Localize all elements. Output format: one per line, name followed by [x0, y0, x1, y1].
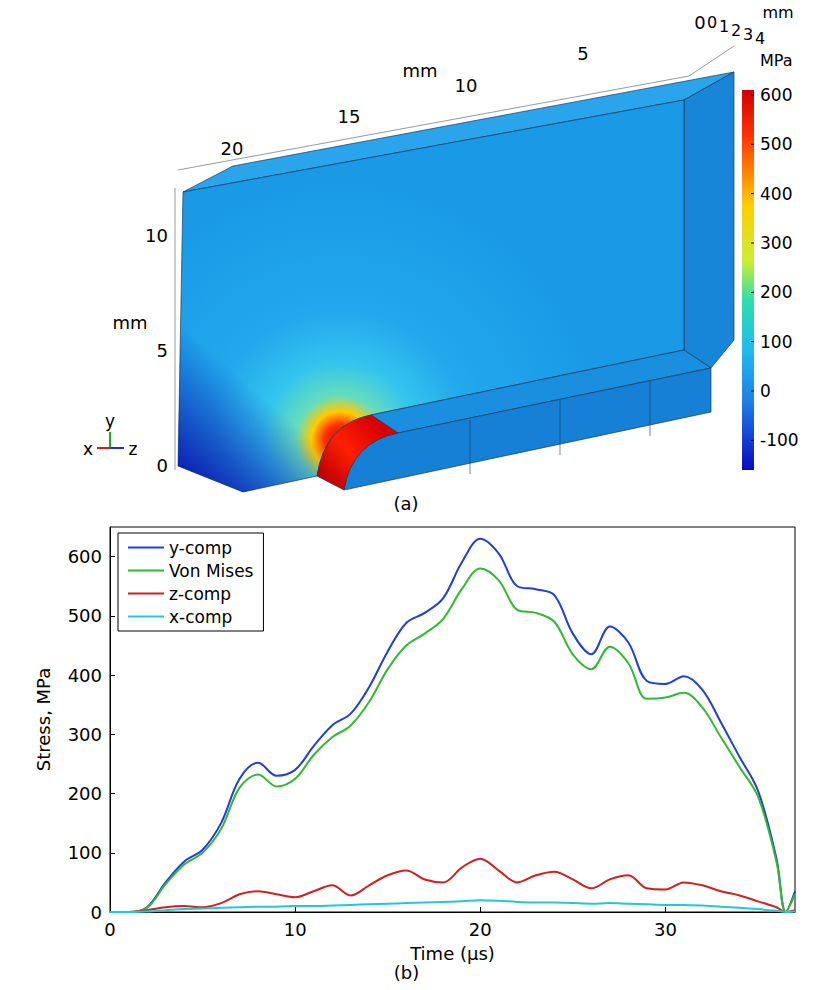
svg-text:5: 5	[157, 340, 168, 361]
svg-text:z: z	[129, 439, 138, 459]
svg-text:100: 100	[68, 842, 102, 863]
svg-text:0: 0	[91, 902, 102, 923]
svg-text:Stress, MPa: Stress, MPa	[33, 668, 54, 771]
svg-text:y: y	[105, 411, 115, 431]
svg-text:500: 500	[68, 605, 102, 626]
svg-text:0: 0	[760, 381, 771, 401]
svg-text:2: 2	[731, 21, 741, 40]
svg-text:300: 300	[68, 724, 102, 745]
svg-text:600: 600	[68, 546, 102, 567]
svg-text:500: 500	[760, 134, 792, 154]
svg-text:-100: -100	[760, 430, 799, 450]
svg-text:20: 20	[221, 138, 244, 159]
svg-text:mm: mm	[402, 60, 437, 81]
svg-text:20: 20	[469, 919, 492, 940]
svg-text:y-comp: y-comp	[169, 538, 232, 558]
svg-text:10: 10	[284, 919, 307, 940]
svg-text:200: 200	[68, 783, 102, 804]
svg-text:3: 3	[743, 25, 753, 44]
svg-text:4: 4	[755, 29, 765, 48]
svg-text:400: 400	[68, 665, 102, 686]
svg-text:0: 0	[104, 919, 115, 940]
svg-text:Time (µs): Time (µs)	[409, 943, 495, 964]
svg-text:300: 300	[760, 233, 792, 253]
svg-text:x-comp: x-comp	[169, 607, 232, 627]
svg-text:1: 1	[719, 17, 729, 36]
svg-text:5: 5	[577, 43, 588, 64]
svg-text:mm: mm	[112, 312, 147, 333]
svg-text:10: 10	[455, 75, 478, 96]
svg-text:10: 10	[145, 225, 168, 246]
svg-text:0: 0	[694, 12, 705, 33]
svg-text:100: 100	[760, 332, 792, 352]
svg-text:400: 400	[760, 184, 792, 204]
svg-text:200: 200	[760, 282, 792, 302]
svg-text:x: x	[83, 439, 93, 459]
svg-text:15: 15	[338, 106, 361, 127]
svg-text:(a): (a)	[393, 493, 418, 514]
svg-text:MPa: MPa	[760, 51, 793, 70]
svg-text:Von Mises: Von Mises	[169, 561, 254, 581]
svg-text:mm: mm	[762, 3, 793, 22]
svg-text:0: 0	[157, 455, 168, 476]
svg-text:30: 30	[654, 919, 677, 940]
svg-text:0: 0	[707, 13, 717, 32]
svg-text:z-comp: z-comp	[169, 584, 231, 604]
svg-text:(b): (b)	[394, 962, 419, 983]
svg-text:600: 600	[760, 85, 792, 105]
